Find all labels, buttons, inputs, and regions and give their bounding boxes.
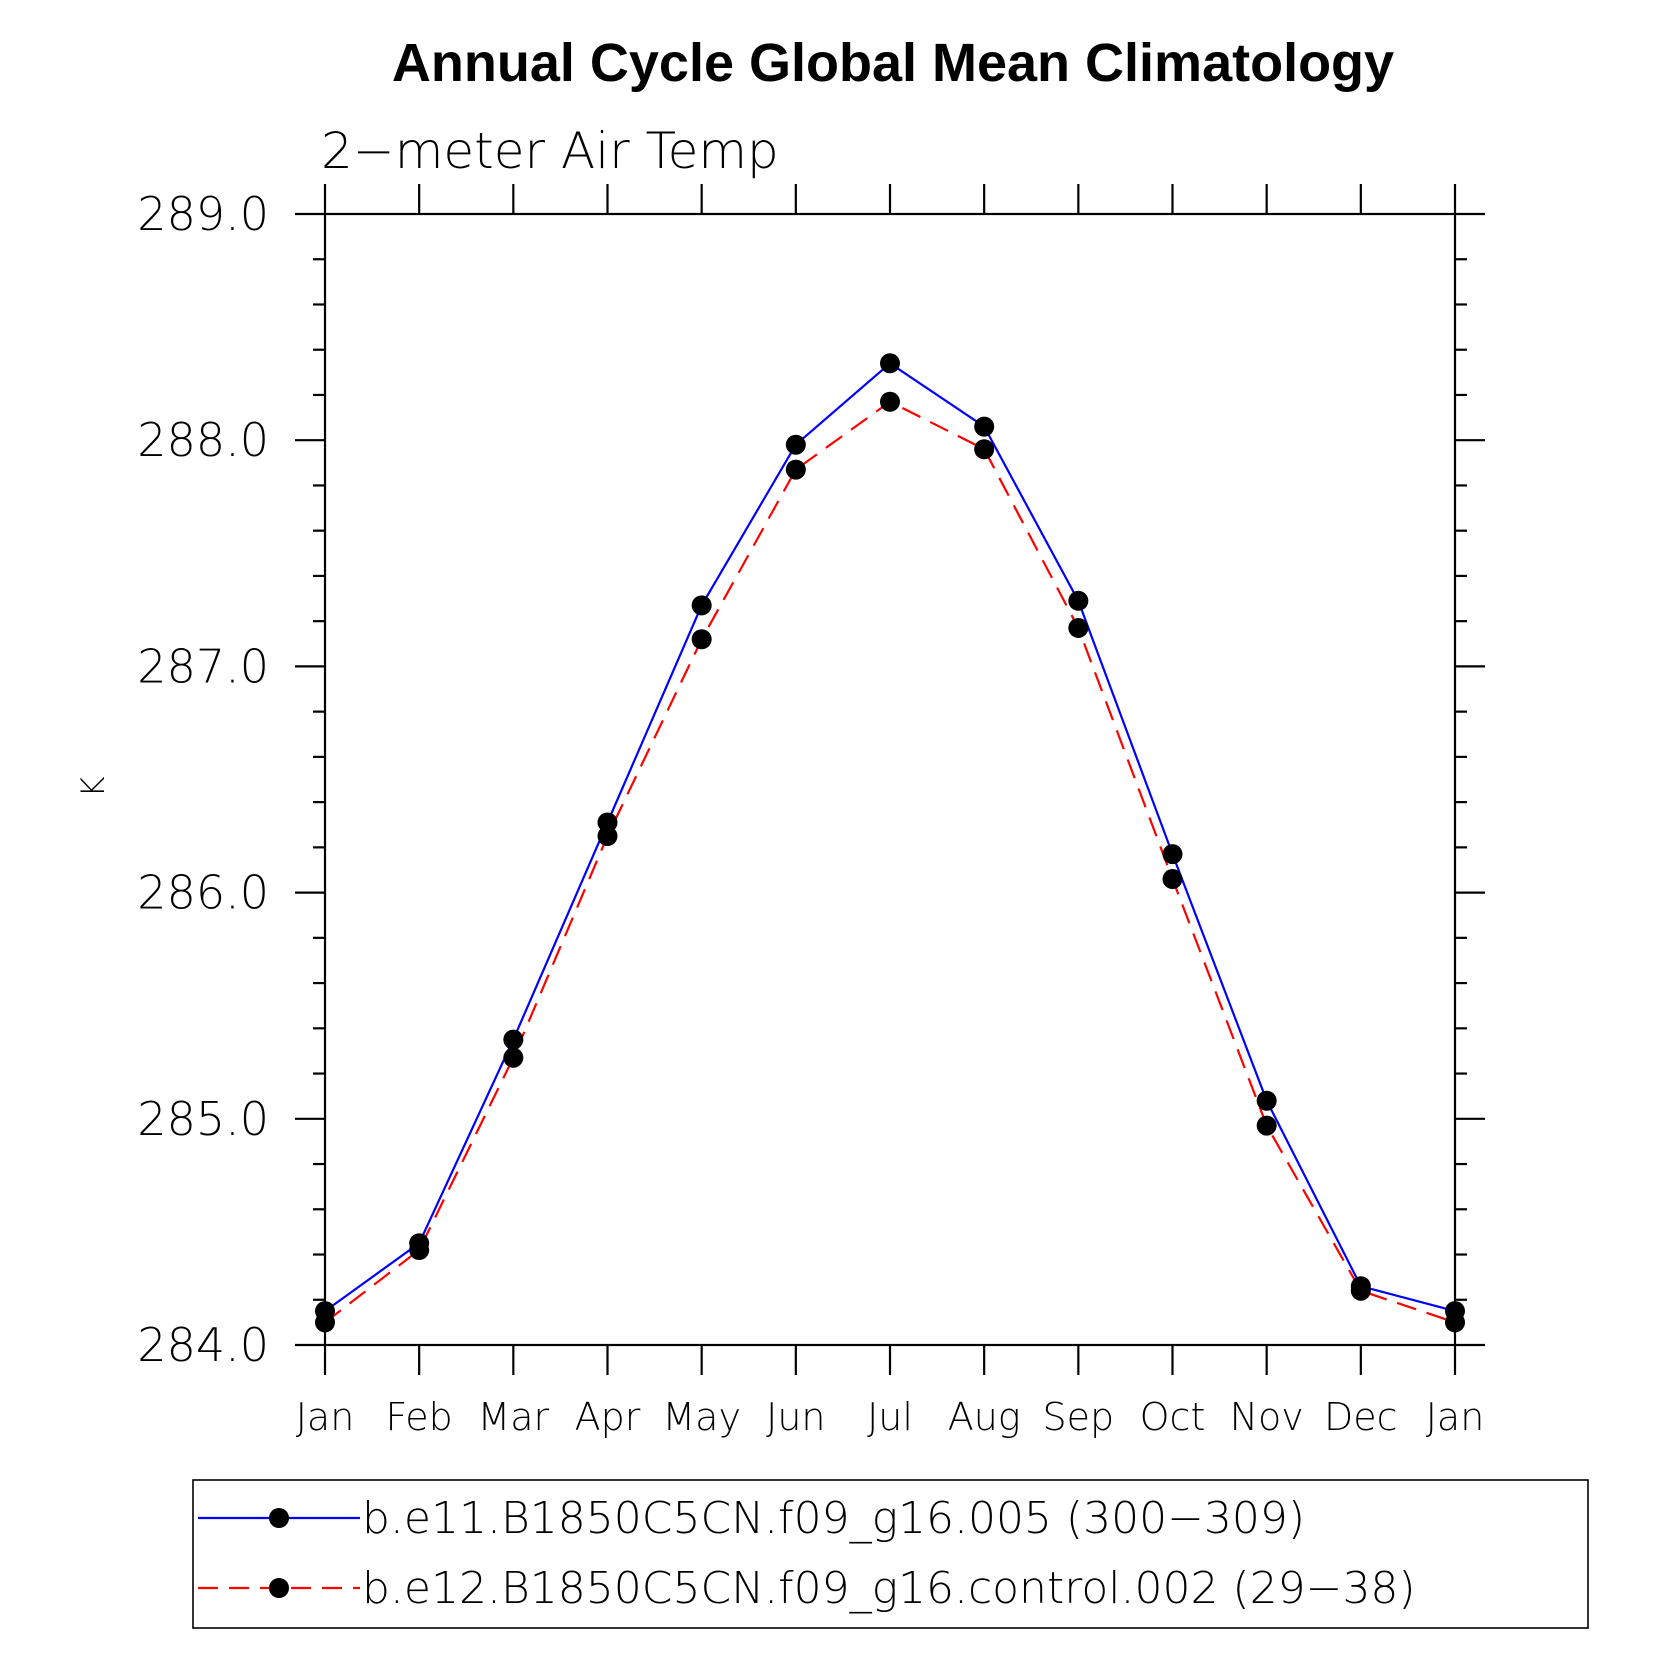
- chart-subtitle: 2−meter Air Temp: [321, 122, 779, 180]
- data-point-series-2: [880, 391, 900, 412]
- series-group: [324, 362, 1456, 1324]
- data-point-series-2: [691, 629, 712, 650]
- y-tick-label: 289.0: [137, 187, 269, 241]
- legend-marker-series-1: [269, 1508, 289, 1528]
- legend-label-series-2: b.e12.B1850C5CN.f09_g16.control.002 (29−…: [362, 1563, 1416, 1614]
- data-point-series-1: [1162, 844, 1183, 865]
- data-point-series-2: [315, 1312, 335, 1333]
- y-axis-label: K: [74, 776, 112, 797]
- markers-group: [315, 353, 1465, 1333]
- legend: b.e11.B1850C5CN.f09_g16.005 (300−309) b.…: [192, 1479, 1589, 1629]
- data-point-series-2: [974, 439, 995, 460]
- y-tick-label: 286.0: [137, 866, 269, 920]
- y-tick-label: 284.0: [137, 1318, 269, 1372]
- data-point-series-2: [1256, 1115, 1277, 1136]
- x-tick-label: Jul: [867, 1395, 913, 1439]
- legend-label-series-1: b.e11.B1850C5CN.f09_g16.005 (300−309): [362, 1493, 1305, 1544]
- data-point-series-1: [503, 1029, 524, 1050]
- data-point-series-2: [1350, 1280, 1371, 1301]
- y-tick-label: 288.0: [137, 413, 269, 467]
- x-tick-label: Sep: [1043, 1395, 1115, 1439]
- x-tick-label: Jan: [296, 1395, 355, 1439]
- plot-frame: [323, 212, 1457, 1347]
- x-tick-label: Jan: [1426, 1395, 1485, 1439]
- legend-marker-series-2: [269, 1578, 289, 1598]
- x-tick-label: May: [662, 1395, 741, 1439]
- x-tick-label: Feb: [386, 1395, 453, 1439]
- x-tick-label: Oct: [1140, 1395, 1206, 1439]
- x-tick-label: Apr: [575, 1395, 641, 1439]
- data-point-series-1: [1256, 1090, 1277, 1111]
- x-tick-label: Mar: [477, 1395, 549, 1439]
- series-line-2: [324, 400, 1456, 1324]
- data-point-series-1: [974, 416, 995, 437]
- chart-title: Annual Cycle Global Mean Climatology: [392, 33, 1394, 93]
- x-tick-label: Dec: [1324, 1395, 1398, 1439]
- data-point-series-1: [691, 595, 712, 616]
- data-point-series-2: [409, 1239, 430, 1260]
- data-point-series-2: [503, 1047, 524, 1068]
- data-point-series-1: [880, 353, 900, 374]
- series-line-1: [324, 362, 1456, 1313]
- x-tick-label: Aug: [948, 1395, 1021, 1439]
- x-tick-label: Jun: [766, 1395, 825, 1439]
- data-point-series-2: [1162, 869, 1183, 890]
- data-point-series-2: [1068, 617, 1089, 638]
- data-point-series-2: [1445, 1312, 1465, 1333]
- data-point-series-1: [1068, 590, 1089, 611]
- legend-box: [192, 1479, 1589, 1629]
- data-point-series-2: [785, 459, 806, 480]
- data-point-series-1: [785, 434, 806, 455]
- data-point-series-2: [597, 826, 618, 847]
- y-tick-label: 285.0: [137, 1092, 269, 1146]
- x-tick-label: Nov: [1230, 1395, 1304, 1439]
- axes: 284.0 285.0 286.0 287.0 288.0 289.0 Jan Feb Mar A…: [137, 184, 1485, 1439]
- y-tick-label: 287.0: [137, 639, 269, 693]
